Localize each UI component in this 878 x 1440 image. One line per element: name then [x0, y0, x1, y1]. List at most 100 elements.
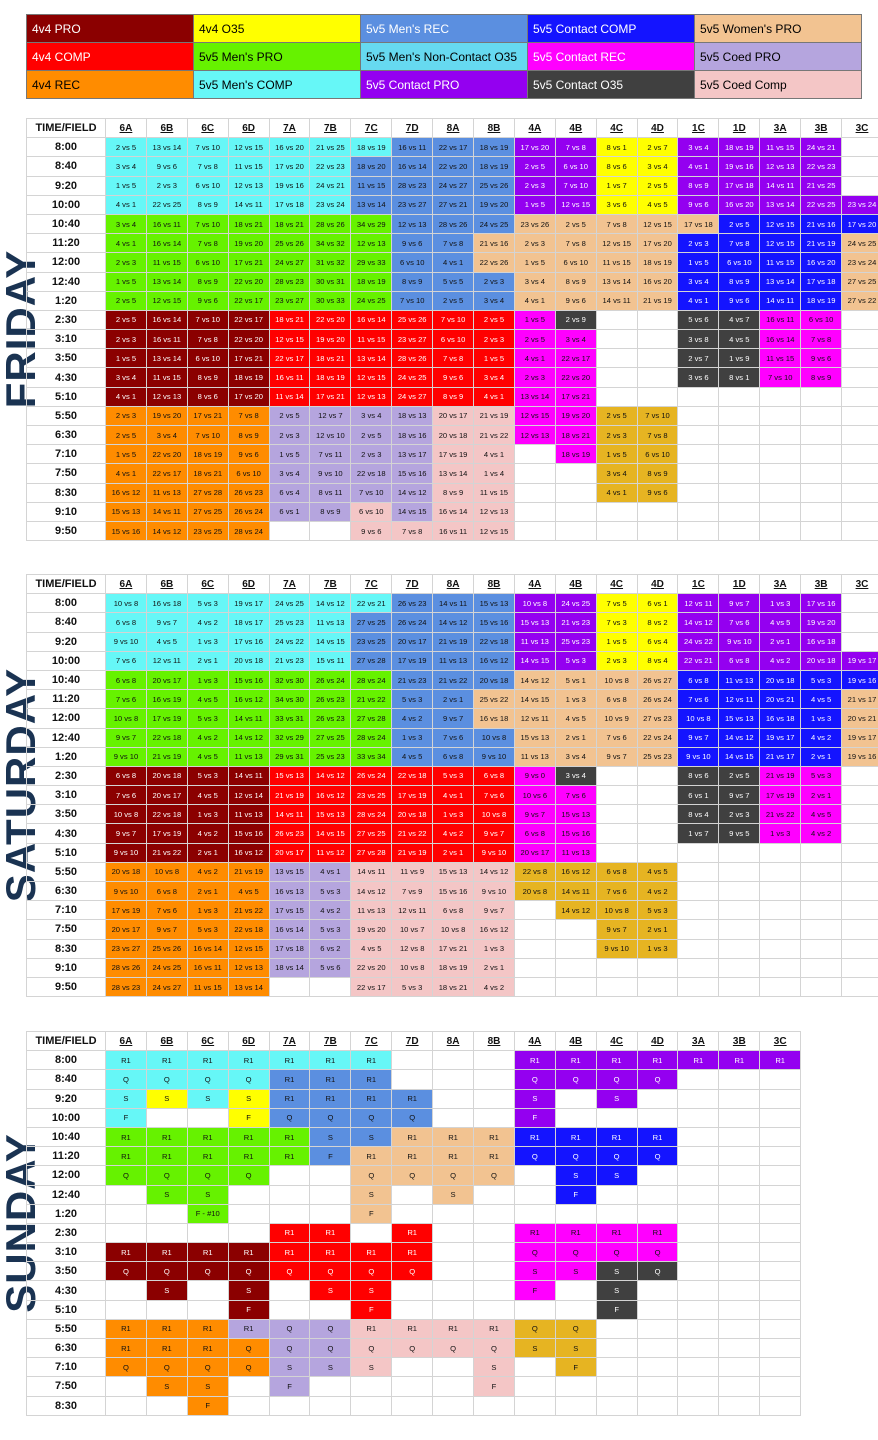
game-cell: 4 vs 5: [145, 631, 188, 652]
time-slot-row: 8:30 F: [26, 1395, 802, 1416]
game-cell: 2 vs 3: [677, 233, 720, 254]
game-cell: 14 vs 15: [513, 650, 556, 671]
field-header: 3A: [677, 1030, 720, 1052]
time-slot-row: 10:40 R1 R1 R1 R1 R1 S S R1 R1 R1 R1 R1 R1 R1: [26, 1126, 802, 1148]
game-cell: 15 vs 16: [105, 520, 147, 542]
game-cell: 14 vs 12: [309, 765, 352, 787]
game-cell: Q: [595, 1069, 638, 1090]
time-slot-label: 8:40: [26, 156, 106, 177]
empty-cell: [105, 1280, 147, 1301]
field-header: 7D: [391, 117, 434, 139]
game-cell: 6 vs 8: [677, 669, 720, 691]
game-cell: 2 vs 1: [800, 785, 843, 806]
field-header: 8A: [432, 117, 475, 139]
empty-cell: [554, 1088, 597, 1109]
empty-cell: [718, 1165, 761, 1186]
time-slot-label: 8:30: [26, 938, 106, 959]
empty-cell: [186, 1222, 229, 1244]
empty-cell: [432, 1050, 475, 1071]
game-cell: R1: [391, 1146, 434, 1167]
game-cell: 11 vs 15: [759, 348, 802, 369]
game-cell: S: [554, 1165, 597, 1186]
game-cell: Q: [268, 1337, 311, 1359]
game-cell: 3 vs 4: [636, 156, 679, 177]
game-cell: 3 vs 6: [677, 367, 720, 388]
game-cell: 19 vs 20: [554, 405, 597, 427]
game-cell: 9 vs 7: [595, 919, 638, 940]
game-cell: R1: [595, 1222, 638, 1244]
game-cell: R1: [186, 1337, 229, 1359]
game-cell: 7 vs 8: [554, 233, 597, 254]
legend-item: 4v4 COMP: [26, 42, 194, 71]
game-cell: 1 vs 3: [636, 938, 679, 959]
game-cell: 11 vs 13: [145, 482, 188, 503]
time-field-header: TIME/FIELD: [26, 573, 106, 595]
game-cell: 4 vs 5: [718, 329, 761, 350]
game-cell: 19 vs 17: [759, 727, 802, 748]
field-header: 4A: [513, 117, 556, 139]
game-cell: 21 vs 19: [759, 765, 802, 787]
empty-cell: [841, 861, 878, 883]
empty-cell: [432, 1280, 475, 1301]
empty-cell: [636, 520, 679, 542]
empty-cell: [309, 1184, 352, 1205]
field-header: 4A: [513, 573, 556, 595]
game-cell: 11 vs 15: [759, 252, 802, 273]
empty-cell: [636, 1088, 679, 1109]
game-cell: 7 vs 5: [595, 593, 638, 614]
game-cell: 9 vs 7: [473, 900, 515, 921]
game-cell: 24 vs 22: [268, 631, 311, 652]
game-cell: 3 vs 4: [473, 290, 515, 311]
game-cell: 23 vs 24: [841, 194, 878, 215]
game-cell: 7 vs 10: [554, 175, 597, 196]
time-slot-row: 3:50 Q Q Q Q Q Q Q Q S S S Q: [26, 1261, 802, 1282]
game-cell: R1: [268, 1222, 311, 1244]
game-cell: 2 vs 3: [350, 444, 393, 465]
game-cell: 30 vs 33: [309, 290, 352, 311]
game-cell: 1 vs 5: [513, 309, 556, 331]
empty-cell: [718, 1357, 761, 1378]
game-cell: Q: [309, 1107, 352, 1128]
game-cell: 22 vs 25: [145, 194, 188, 215]
game-cell: 1 vs 3: [186, 669, 229, 691]
empty-cell: [636, 1107, 679, 1128]
game-cell: 23 vs 27: [105, 938, 147, 959]
empty-cell: [841, 424, 878, 446]
empty-cell: [595, 1395, 638, 1416]
time-slot-label: 4:30: [26, 367, 106, 388]
empty-cell: [718, 976, 761, 998]
empty-cell: [759, 1337, 802, 1359]
game-cell: 18 vs 21: [554, 424, 597, 446]
game-cell: 1 vs 5: [473, 348, 515, 369]
empty-cell: [513, 463, 556, 484]
game-cell: 34 vs 32: [309, 233, 352, 254]
game-cell: 16 vs 12: [227, 842, 270, 863]
time-slot-label: 9:20: [26, 1088, 106, 1109]
game-cell: 12 vs 14: [227, 785, 270, 806]
game-cell: 5 vs 6: [677, 309, 720, 331]
game-cell: 4 vs 7: [718, 309, 761, 331]
field-header: 4C: [595, 1030, 638, 1052]
game-cell: 7 vs 10: [432, 309, 475, 331]
game-cell: 3 vs 4: [268, 463, 311, 484]
game-cell: 19 vs 20: [800, 612, 843, 633]
empty-cell: [759, 482, 802, 503]
game-cell: 2 vs 5: [105, 309, 147, 331]
empty-cell: [554, 482, 597, 503]
game-cell: 8 vs 1: [595, 137, 638, 158]
game-cell: Q: [554, 1318, 597, 1340]
game-cell: 10 vs 8: [105, 593, 147, 614]
game-cell: 9 vs 10: [473, 880, 515, 902]
game-cell: 17 vs 20: [636, 233, 679, 254]
game-cell: 14 vs 11: [759, 175, 802, 196]
legend-item: 5v5 Men's Non-Contact O35: [360, 42, 528, 71]
game-cell: S: [513, 1261, 556, 1282]
game-cell: R1: [350, 1242, 393, 1263]
empty-cell: [800, 957, 843, 978]
game-cell: 12 vs 15: [268, 329, 311, 350]
game-cell: 7 vs 3: [595, 612, 638, 633]
time-slot-label: 3:10: [26, 329, 106, 350]
empty-cell: [309, 520, 352, 542]
game-cell: 18 vs 19: [227, 367, 270, 388]
empty-cell: [759, 1107, 802, 1128]
